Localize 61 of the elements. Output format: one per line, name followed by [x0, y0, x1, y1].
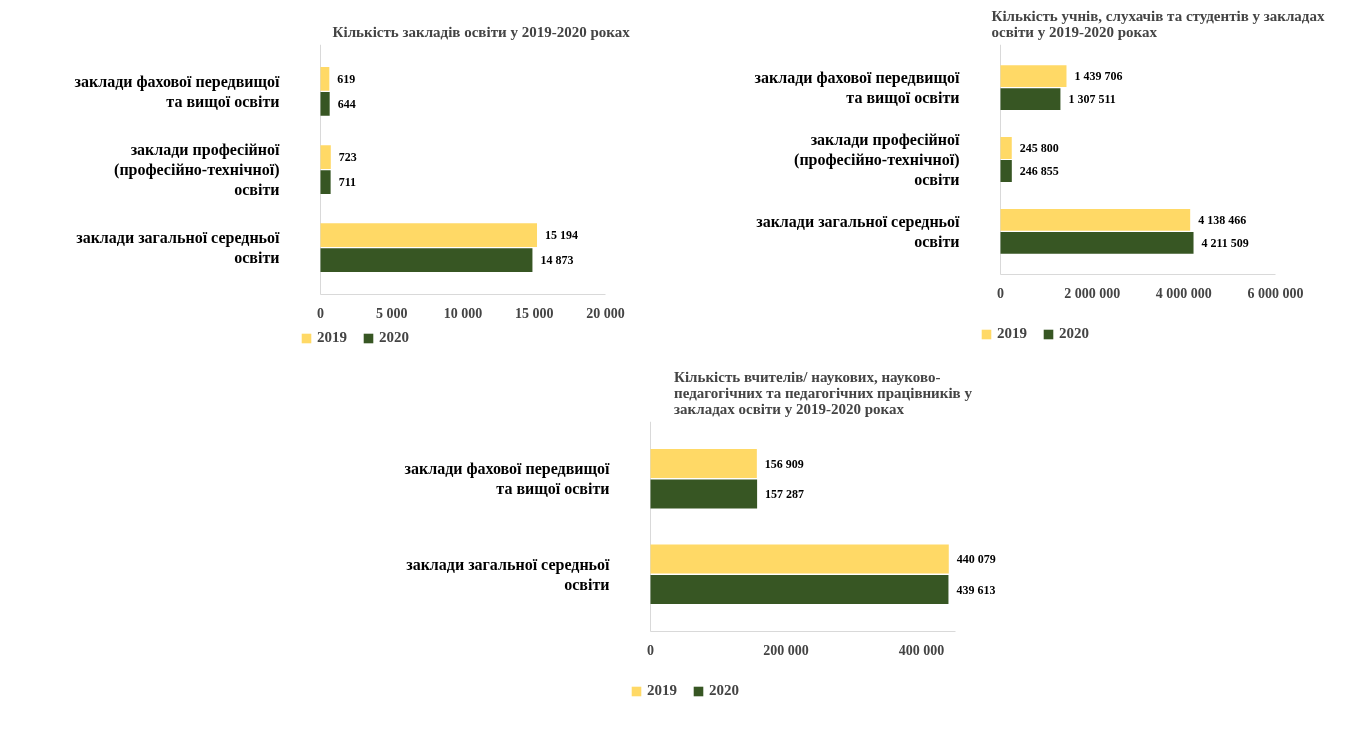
- x-tick-label: 400 000: [898, 642, 945, 658]
- legend-label: 2019: [317, 329, 347, 346]
- x-tick-label: 5 000: [376, 305, 408, 321]
- x-tick-label: 10 000: [443, 305, 483, 321]
- legend-label: 2019: [647, 682, 677, 699]
- bar: [1000, 231, 1194, 254]
- x-tick-label: 0: [647, 642, 654, 658]
- data-label: 439 613: [956, 582, 996, 597]
- bar: [1000, 208, 1191, 231]
- x-tick-label: 6 000 000: [1247, 285, 1304, 301]
- x-tick-label: 4 000 000: [1155, 285, 1212, 301]
- x-tick-label: 0: [317, 305, 324, 321]
- bar: [650, 544, 949, 574]
- data-label: 440 079: [956, 551, 996, 566]
- data-label: 15 194: [545, 228, 579, 243]
- data-label: 1 307 511: [1068, 92, 1116, 107]
- data-label: 1 439 706: [1074, 69, 1123, 84]
- legend-label: 2020: [1059, 325, 1089, 342]
- y-tick-label: заклади загальної середньої освіти: [76, 228, 281, 267]
- bar: [1000, 160, 1012, 182]
- chart-title: Кількість учнів, слухачів та студентів у закладах освіти у 2019-2020 роках: [991, 7, 1325, 40]
- data-label: 156 909: [764, 456, 804, 471]
- bar: [320, 248, 533, 272]
- y-tick-label: заклади загальної середньої освіти: [406, 555, 611, 593]
- chart-title: Кількість закладів освіти у 2019-2020 роках: [332, 23, 631, 40]
- bar: [650, 479, 758, 509]
- legend-label: 2020: [379, 329, 409, 346]
- data-label: 157 287: [765, 487, 805, 502]
- bar: [320, 145, 331, 169]
- y-tick-label: заклади фахової передвищої та вищої освіти: [754, 68, 961, 107]
- bar: [320, 223, 538, 247]
- data-label: 711: [338, 175, 356, 189]
- data-label: 4 211 509: [1201, 235, 1249, 250]
- data-label: 246 855: [1019, 164, 1059, 178]
- data-label: 4 138 466: [1198, 212, 1247, 227]
- y-tick-label: заклади професійної (професійно-технічної) освіти: [794, 130, 961, 189]
- y-tick-label: заклади професійної (професійно-технічної) освіти: [114, 140, 281, 199]
- bar: [650, 574, 949, 605]
- x-tick-label: 20 000: [586, 305, 625, 321]
- x-tick-label: 15 000: [515, 305, 554, 321]
- data-label: 619: [337, 71, 356, 86]
- bar: [1000, 88, 1061, 111]
- chart-title: Кількість вчителів/ наукових, науково-педагогічних та педагогічних працівників у закладах освіти у 2019-2020 роках: [674, 368, 973, 417]
- data-label: 14 873: [540, 253, 574, 268]
- y-tick-label: заклади фахової передвищої та вищої освіти: [404, 460, 611, 498]
- x-tick-label: 2 000 000: [1064, 285, 1121, 301]
- bar: [320, 92, 330, 116]
- y-tick-label: заклади загальної середньої освіти: [756, 212, 961, 251]
- x-tick-label: 200 000: [763, 642, 809, 658]
- legend-label: 2019: [997, 325, 1027, 342]
- data-label: 644: [337, 96, 356, 111]
- data-label: 245 800: [1019, 141, 1059, 155]
- y-tick-label: заклади фахової передвищої та вищої освіти: [74, 72, 281, 111]
- legend-label: 2020: [709, 682, 739, 699]
- bar: [650, 448, 757, 479]
- x-tick-label: 0: [997, 285, 1004, 301]
- bar: [320, 170, 331, 194]
- bar: [1000, 137, 1012, 159]
- bar: [320, 67, 330, 91]
- data-label: 723: [338, 150, 357, 164]
- bar: [1000, 65, 1067, 88]
